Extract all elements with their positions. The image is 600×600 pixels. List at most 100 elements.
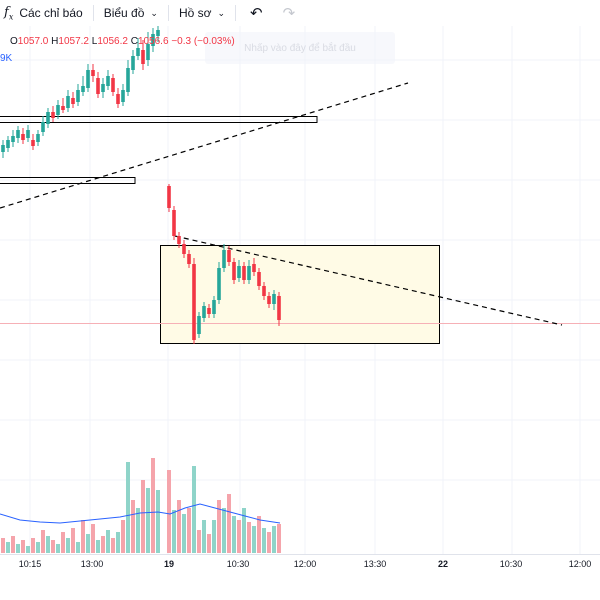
volume-bar xyxy=(212,520,216,553)
candle xyxy=(111,74,115,96)
volume-bar xyxy=(207,534,211,553)
candle-body xyxy=(222,250,226,268)
level-rectangle-upper xyxy=(0,116,318,123)
candle xyxy=(212,296,216,318)
candle xyxy=(21,128,25,144)
volume-label: 9K xyxy=(0,53,13,64)
volume-bar xyxy=(101,536,105,553)
chevron-down-icon: ⌄ xyxy=(150,7,158,18)
candle-body xyxy=(136,48,140,56)
volume-bar xyxy=(131,500,135,553)
volume-bar xyxy=(141,480,145,553)
volume-bar xyxy=(262,528,266,553)
candle-body xyxy=(116,94,120,104)
candle-body xyxy=(187,254,191,264)
profile-menu-button[interactable]: Hồ sơ ⌄ xyxy=(173,0,231,26)
candle xyxy=(51,106,55,122)
chevron-down-icon: ⌄ xyxy=(217,7,226,18)
volume-bar xyxy=(247,522,251,553)
candle xyxy=(257,268,261,290)
candle xyxy=(101,78,105,98)
candle-body xyxy=(172,210,176,236)
candle xyxy=(277,292,281,326)
candle xyxy=(121,84,125,106)
indicators-label: Các chỉ báo xyxy=(19,6,83,20)
candle-body xyxy=(126,68,130,92)
candle-body xyxy=(167,186,171,208)
top-toolbar: fx Các chỉ báo Biểu đồ ⌄ Hồ sơ ⌄ ↶ ↷ xyxy=(0,0,600,26)
toolbar-divider xyxy=(167,5,169,21)
candle-body xyxy=(227,250,231,262)
candle xyxy=(36,130,40,146)
volume-bar xyxy=(116,532,120,553)
rectangle-drawing xyxy=(160,245,440,344)
candle xyxy=(86,64,90,92)
candle xyxy=(192,258,196,344)
volume-bar xyxy=(172,510,176,553)
candle xyxy=(207,304,211,318)
candle xyxy=(232,258,236,284)
time-tick-label: 12:00 xyxy=(293,559,317,569)
candle-body xyxy=(182,244,186,254)
candle-body xyxy=(56,105,60,115)
candle-body xyxy=(141,50,145,64)
volume-bar xyxy=(61,532,65,553)
time-tick-label: 13:00 xyxy=(80,559,104,569)
volume-bar xyxy=(267,532,271,553)
profile-menu-label: Hồ sơ xyxy=(178,6,212,20)
candle-body xyxy=(111,78,115,92)
candle-body xyxy=(207,308,211,314)
volume-bar xyxy=(26,546,30,553)
volume-bar xyxy=(232,516,236,553)
candle xyxy=(177,232,181,248)
chart-menu-button[interactable]: Biểu đồ ⌄ xyxy=(98,0,164,26)
volume-bar xyxy=(177,500,181,553)
candle xyxy=(61,98,65,113)
candle xyxy=(252,258,256,276)
level-rectangle-lower xyxy=(0,177,136,184)
candle-body xyxy=(41,122,45,132)
time-tick-label: 13:30 xyxy=(363,559,387,569)
time-axis: 10:15 13:00 19 10:30 12:00 13:30 22 10:30 12:00 xyxy=(0,555,600,575)
candle xyxy=(187,250,191,268)
volume-bar xyxy=(6,542,10,553)
candle-body xyxy=(202,306,206,318)
candle xyxy=(156,26,160,42)
candle xyxy=(202,302,206,322)
volume-bar xyxy=(277,524,281,553)
trendline-descending xyxy=(174,235,563,326)
candle xyxy=(262,282,266,300)
volume-bar xyxy=(16,544,20,553)
candlesticks xyxy=(1,26,281,344)
candle xyxy=(167,184,171,212)
time-tick-label: 10:30 xyxy=(226,559,250,569)
volume-bar xyxy=(71,528,75,553)
volume-bar xyxy=(151,458,155,553)
candle xyxy=(71,92,75,108)
volume-bar xyxy=(81,520,85,553)
price-chart[interactable] xyxy=(0,0,600,555)
candle-body xyxy=(272,294,276,304)
candle xyxy=(126,60,130,96)
candle-body xyxy=(257,272,261,286)
candle xyxy=(267,292,271,308)
candle xyxy=(217,262,221,304)
volume-bar xyxy=(272,526,276,553)
time-tick-label: 19 xyxy=(163,559,175,569)
candle xyxy=(31,134,35,150)
candle-body xyxy=(1,145,5,152)
indicators-button[interactable]: fx Các chỉ báo xyxy=(0,0,89,26)
volume-bars xyxy=(0,458,281,553)
volume-bar xyxy=(106,530,110,553)
candle-body xyxy=(31,140,35,146)
volume-bar xyxy=(31,538,35,553)
time-tick-label: 12:00 xyxy=(568,559,592,569)
redo-icon[interactable]: ↷ xyxy=(282,5,296,22)
toolbar-divider xyxy=(235,5,237,21)
candle-body xyxy=(217,268,221,300)
volume-bar xyxy=(156,490,160,553)
undo-icon[interactable]: ↶ xyxy=(250,5,263,22)
candle xyxy=(237,260,241,282)
trendline-ascending xyxy=(0,82,409,209)
candle xyxy=(197,312,201,338)
